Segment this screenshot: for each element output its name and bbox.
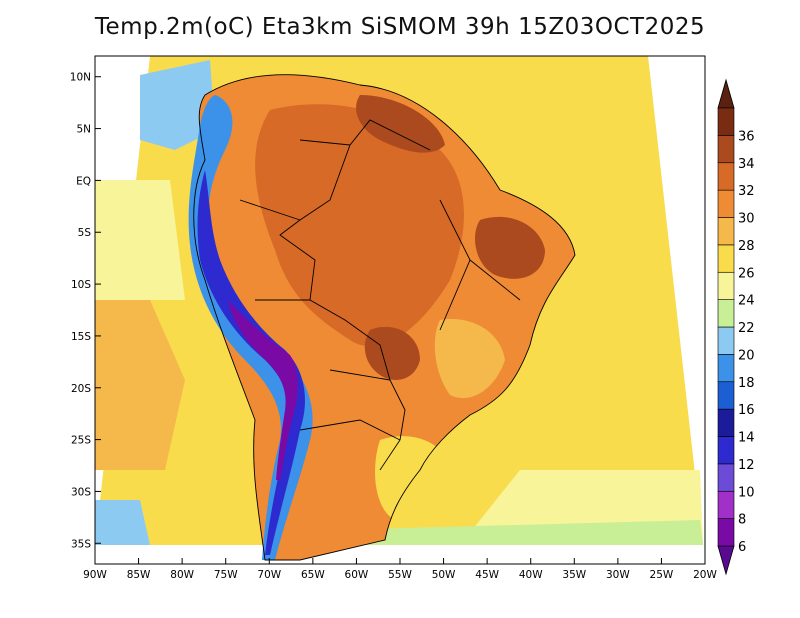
lon-tick-label: 70W	[257, 569, 281, 581]
country-borders	[193, 74, 576, 561]
lon-tick-label: 40W	[519, 569, 543, 581]
lat-tick-label: 5N	[76, 124, 91, 136]
colorbar-label: 20	[738, 348, 755, 363]
lon-tick-label: 90W	[83, 569, 107, 581]
lon-tick-label: 75W	[214, 569, 238, 581]
lat-tick-label: 30S	[71, 486, 91, 498]
atlantic-cool-edge	[330, 520, 703, 545]
lat-tick-label: 10N	[70, 72, 91, 84]
colorbar-under-arrow	[717, 545, 735, 576]
colorbar-swatch	[717, 189, 735, 218]
pacific-cold-north	[140, 60, 215, 150]
lon-tick-label: 20W	[693, 569, 717, 581]
lon-tick-label: 45W	[475, 569, 499, 581]
colorbar-swatch	[717, 162, 735, 191]
inner-borders	[239, 199, 521, 441]
colorbar-over-arrow	[717, 78, 735, 109]
colorbar-swatch	[717, 135, 735, 164]
colorbar-swatch	[717, 463, 735, 492]
latitude-axis: 10N 5N EQ 5S 10S 15S 20S 25S 30S 35S	[70, 72, 101, 550]
colorbar-label: 36	[738, 129, 755, 144]
lat-tick-label: 15S	[71, 331, 91, 343]
colorbar-swatch	[717, 217, 735, 246]
temperature-field	[95, 56, 703, 560]
colorbar-swatch	[717, 271, 735, 300]
lat-tick-label: 5S	[78, 227, 92, 239]
colorbar-swatch	[717, 408, 735, 437]
lon-tick-label: 35W	[562, 569, 586, 581]
colorbar-label: 24	[738, 294, 755, 309]
map-title: Temp.2m(oC) Eta3km SiSMOM 39h 15Z03OCT20…	[94, 14, 706, 40]
colorbar-swatch	[717, 518, 735, 547]
lon-tick-label: 85W	[127, 569, 151, 581]
coastline	[193, 74, 576, 561]
colorbar-swatch	[717, 436, 735, 465]
south-brazil-cool	[375, 436, 450, 520]
colorbar-label: 26	[738, 266, 755, 281]
lat-tick-label: 20S	[71, 383, 91, 395]
andes-coldest	[228, 300, 298, 480]
colorbar-swatch	[717, 354, 735, 383]
lon-tick-label: 50W	[432, 569, 456, 581]
colorbar-swatch	[717, 326, 735, 355]
lat-tick-label: 10S	[71, 279, 91, 291]
colorbar-label: 34	[738, 157, 755, 172]
southeast-highlands	[434, 319, 505, 399]
brazil-border	[279, 119, 431, 471]
colorbar: 6 8 10 12 14 16 18 20 22 24 26 28 30 32 34 36	[717, 78, 755, 576]
amazon-hot-core	[255, 104, 464, 347]
lat-tick-label: EQ	[76, 175, 91, 187]
colorbar-label: 12	[738, 458, 755, 473]
longitude-axis: 90W 85W 80W 75W 70W 65W 60W 55W 50W 45W 40W 35W 30W 2…	[83, 558, 717, 581]
colorbar-swatch	[717, 381, 735, 410]
colorbar-label: 32	[738, 184, 755, 199]
lon-tick-label: 25W	[650, 569, 674, 581]
lat-tick-label: 35S	[71, 538, 91, 550]
guiana-hot-core	[356, 95, 445, 153]
colorbar-swatch	[717, 107, 735, 136]
lon-tick-label: 80W	[170, 569, 194, 581]
centralwest-hot-core	[364, 326, 420, 380]
colorbar-label: 28	[738, 239, 755, 254]
colorbar-label: 18	[738, 376, 755, 391]
northeast-hot-core	[475, 216, 545, 279]
colorbar-swatch	[717, 490, 735, 519]
colorbar-label: 8	[738, 513, 746, 528]
lon-tick-label: 55W	[388, 569, 412, 581]
lon-tick-label: 30W	[606, 569, 630, 581]
colorbar-label: 14	[738, 431, 755, 446]
atlantic-far-south	[95, 500, 150, 545]
colorbar-label: 10	[738, 485, 755, 500]
lon-tick-label: 65W	[301, 569, 325, 581]
colorbar-label: 6	[738, 540, 746, 555]
lon-tick-label: 60W	[345, 569, 369, 581]
colorbar-swatch	[717, 244, 735, 273]
colorbar-swatch	[717, 299, 735, 328]
colorbar-label: 22	[738, 321, 755, 336]
pacific-cool-band	[95, 180, 185, 300]
colorbar-label: 16	[738, 403, 755, 418]
colorbar-label: 30	[738, 212, 755, 227]
lat-tick-label: 25S	[71, 435, 91, 447]
pacific-warm-band	[95, 300, 185, 470]
